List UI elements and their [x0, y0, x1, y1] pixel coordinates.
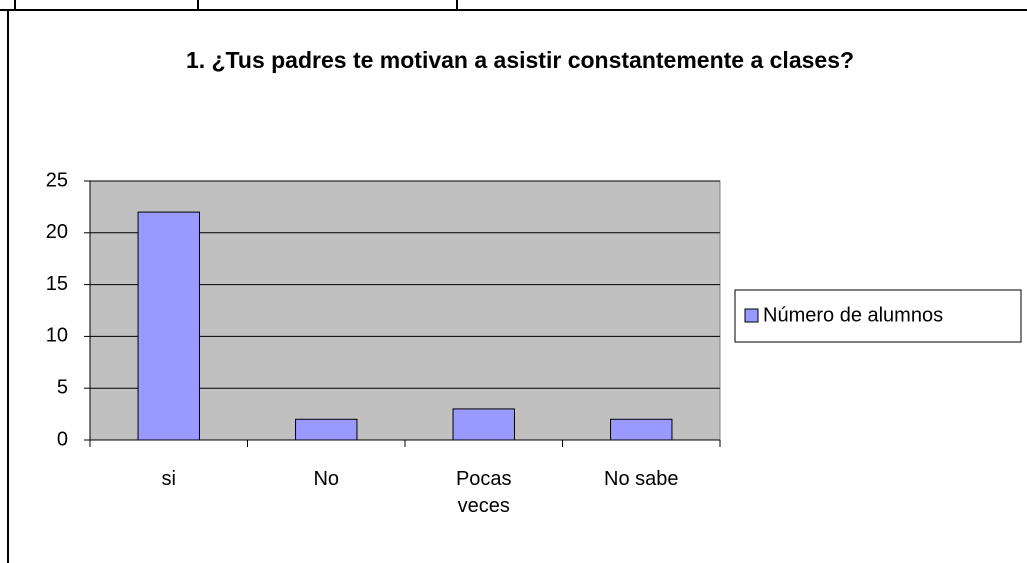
chart-title: 1. ¿Tus padres te motivan a asistir cons… [185, 47, 855, 73]
bar [610, 418, 673, 441]
y-tick-label: 20 [46, 221, 68, 243]
bar [452, 408, 515, 441]
legend-box [734, 289, 1022, 343]
y-tick-label: 10 [46, 325, 68, 347]
legend-label: Número de alumnos [763, 304, 943, 326]
y-tick-label: 0 [57, 428, 68, 450]
y-tick-label: 25 [46, 169, 68, 191]
bar [295, 418, 358, 441]
y-tick-label: 5 [57, 376, 68, 398]
x-tick-label: Pocas veces [455, 468, 512, 517]
x-tick-label: No [313, 468, 340, 490]
bar [137, 211, 200, 441]
x-tick-label: si [161, 468, 176, 490]
x-tick-label: No sabe [604, 468, 679, 490]
y-tick-label: 15 [46, 273, 68, 295]
legend-swatch [744, 308, 759, 323]
